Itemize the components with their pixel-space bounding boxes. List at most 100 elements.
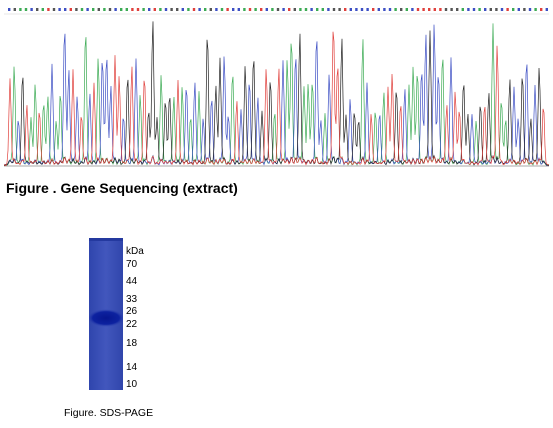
base-call-mark <box>108 8 112 11</box>
base-call-mark <box>254 8 257 11</box>
base-call-mark <box>472 8 476 11</box>
base-call-mark <box>170 8 173 11</box>
base-call-mark <box>422 8 425 11</box>
base-call-mark <box>198 8 201 11</box>
base-call-mark <box>433 8 436 11</box>
base-call-mark <box>517 8 520 11</box>
sequencing-figure-caption: Figure . Gene Sequencing (extract) <box>6 180 238 196</box>
base-call-mark <box>159 8 162 11</box>
base-call-mark <box>467 8 470 11</box>
base-call-mark <box>299 8 302 11</box>
base-call-mark <box>545 8 548 11</box>
base-call-mark <box>444 8 448 11</box>
base-call-mark <box>271 8 274 11</box>
base-call-mark <box>176 8 179 11</box>
base-call-mark <box>327 8 330 11</box>
base-call-mark <box>64 8 67 11</box>
base-call-mark <box>232 8 235 11</box>
marker-label-22: 22 <box>126 319 138 330</box>
base-call-mark <box>13 8 16 11</box>
marker-label-18: 18 <box>126 338 138 349</box>
base-call-mark <box>372 8 375 11</box>
base-call-mark <box>52 8 56 11</box>
base-call-mark <box>24 8 28 11</box>
base-call-mark <box>114 8 117 11</box>
base-call-mark <box>153 8 156 11</box>
sds-page-gel-lane <box>89 238 123 390</box>
base-call-mark <box>523 8 526 11</box>
base-call-mark <box>80 8 84 11</box>
marker-label-10: 10 <box>126 379 138 390</box>
base-call-mark <box>120 8 123 11</box>
base-call-mark <box>506 8 509 11</box>
base-call-mark <box>8 8 11 11</box>
base-call-mark <box>484 8 487 11</box>
base-call-mark <box>265 8 268 11</box>
base-call-mark <box>316 8 319 11</box>
base-call-mark <box>47 8 50 11</box>
sds-page-figure-caption: Figure. SDS-PAGE <box>64 407 154 419</box>
base-call-mark <box>36 8 39 11</box>
base-call-mark <box>41 8 44 11</box>
marker-label-14: 14 <box>126 362 138 373</box>
base-call-mark <box>478 8 481 11</box>
base-call-mark <box>450 8 453 11</box>
base-call-mark <box>388 8 392 11</box>
base-call-mark <box>495 8 498 11</box>
base-call-mark <box>58 8 61 11</box>
base-call-mark <box>164 8 168 11</box>
base-call-mark <box>461 8 464 11</box>
sequencing-chromatogram <box>4 8 549 167</box>
base-call-mark <box>304 8 308 11</box>
gel-unit-label: kDa <box>126 246 144 257</box>
base-call-mark <box>220 8 224 11</box>
base-call-mark <box>489 8 492 11</box>
base-call-mark <box>528 8 532 11</box>
base-call-row <box>4 8 549 15</box>
trace-t <box>4 31 549 167</box>
base-call-mark <box>125 8 128 11</box>
base-call-mark <box>69 8 72 11</box>
marker-label-33: 33 <box>126 294 138 305</box>
base-call-mark <box>377 8 380 11</box>
base-call-mark <box>360 8 364 11</box>
base-call-mark <box>411 8 414 11</box>
base-call-mark <box>400 8 403 11</box>
marker-label-44: 44 <box>126 276 138 287</box>
base-call-mark <box>310 8 313 11</box>
gel-well <box>89 238 123 241</box>
base-call-mark <box>131 8 134 11</box>
base-call-mark <box>540 8 543 11</box>
base-call-mark <box>226 8 229 11</box>
base-call-mark <box>248 8 252 11</box>
base-call-mark <box>321 8 324 11</box>
marker-label-70: 70 <box>126 259 138 270</box>
base-call-mark <box>192 8 196 11</box>
base-call-mark <box>204 8 207 11</box>
base-call-mark <box>439 8 442 11</box>
base-call-mark <box>237 8 240 11</box>
base-call-mark <box>92 8 95 11</box>
base-call-mark <box>30 8 33 11</box>
protein-band <box>89 309 123 327</box>
base-call-mark <box>355 8 358 11</box>
base-call-mark <box>534 8 537 11</box>
base-call-mark <box>75 8 78 11</box>
base-call-mark <box>332 8 336 11</box>
base-call-mark <box>215 8 218 11</box>
base-call-mark <box>405 8 408 11</box>
base-call-mark <box>142 8 145 11</box>
trace-g <box>4 21 549 167</box>
base-call-mark <box>338 8 341 11</box>
base-call-mark <box>209 8 212 11</box>
base-call-mark <box>500 8 504 11</box>
trace-lines <box>4 21 549 167</box>
base-call-mark <box>260 8 263 11</box>
base-call-mark <box>383 8 386 11</box>
base-call-mark <box>344 8 347 11</box>
marker-label-26: 26 <box>126 306 138 317</box>
base-call-mark <box>187 8 190 11</box>
base-call-mark <box>148 8 151 11</box>
base-call-mark <box>103 8 106 11</box>
base-call-mark <box>97 8 100 11</box>
